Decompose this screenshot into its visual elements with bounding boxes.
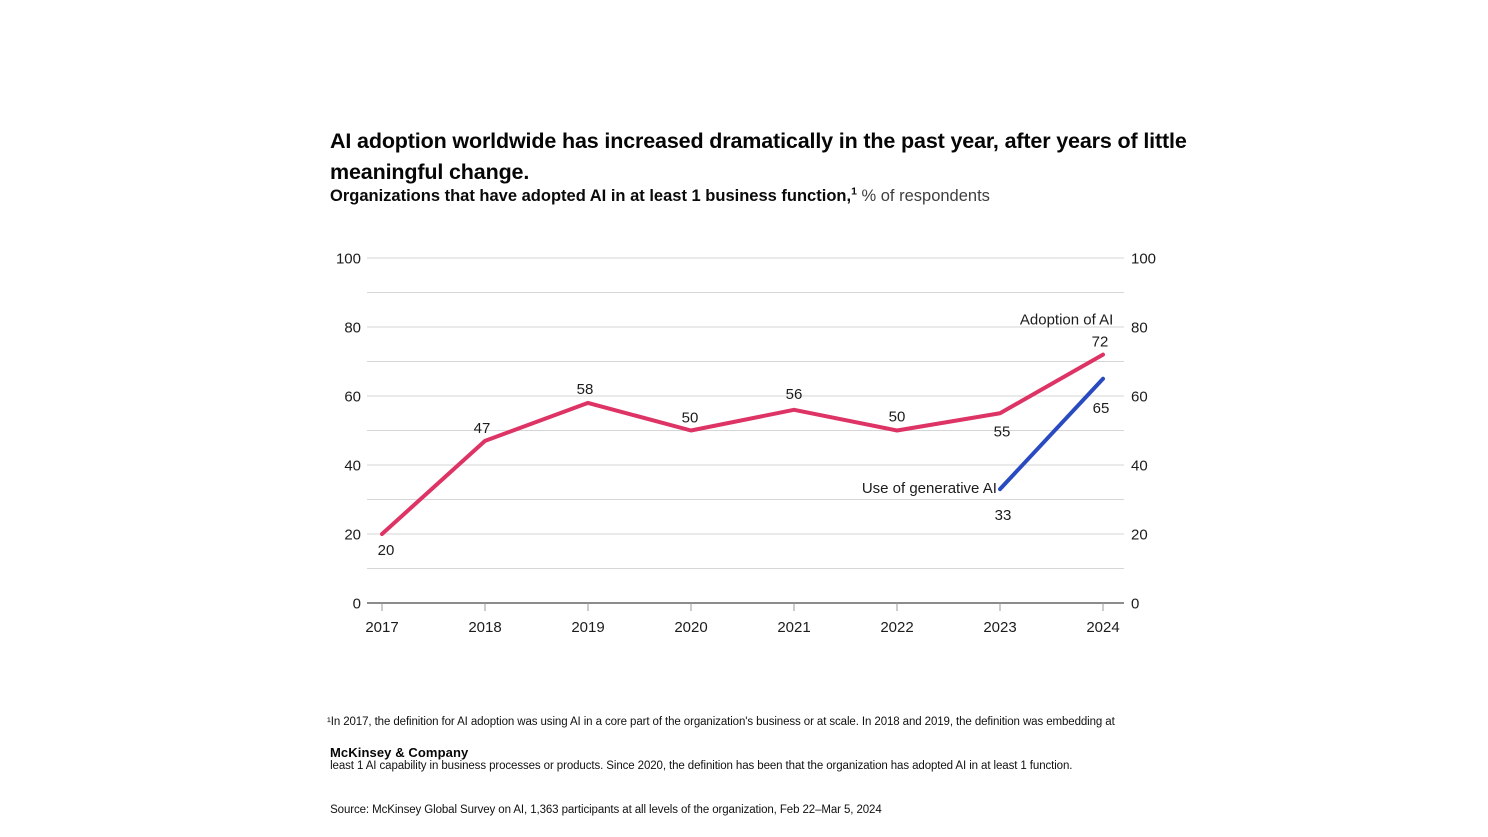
data-label-adoption-of-ai: 47 [474,420,491,437]
y-axis-label-right: 0 [1131,596,1139,613]
data-label-adoption-of-ai: 55 [994,423,1011,440]
x-axis-label: 2020 [674,619,707,636]
y-axis-label-left: 100 [336,251,361,268]
series-label-adoption-of-ai: Adoption of AI [1020,311,1113,328]
data-label-use-of-generative-ai: 33 [995,507,1012,524]
x-axis-label: 2018 [468,619,501,636]
data-label-adoption-of-ai: 56 [786,386,803,403]
series-line-use-of-generative-ai [998,376,1105,492]
y-axis-label-left: 40 [344,458,361,475]
x-axis-label: 2022 [880,619,913,636]
source-line: Source: McKinsey Global Survey on AI, 1,… [327,803,882,816]
y-axis-label-left: 0 [353,596,361,613]
footnote-marker: 1 [851,185,857,198]
y-axis-label-right: 80 [1131,320,1148,337]
y-axis-label-right: 40 [1131,458,1148,475]
page-title: AI adoption worldwide has increased dram… [330,129,1187,184]
data-label-use-of-generative-ai: 65 [1093,400,1110,417]
y-axis-label-left: 80 [344,320,361,337]
data-label-adoption-of-ai: 50 [682,410,699,427]
data-label-adoption-of-ai: 72 [1092,334,1109,351]
chart-subtitle: Organizations that have adopted AI in at… [330,186,990,207]
footnote-line-2: least 1 AI capability in business proces… [327,759,1073,772]
footnote-line-1: ¹In 2017, the definition for AI adoption… [327,716,1115,729]
mckinsey-company-logo: McKinsey & Company [330,745,469,760]
y-axis-label-right: 60 [1131,389,1148,406]
series-line-adoption-of-ai [380,352,1105,536]
data-label-adoption-of-ai: 50 [889,409,906,426]
y-axis-label-left: 60 [344,389,361,406]
y-axis-label-right: 20 [1131,527,1148,544]
data-label-adoption-of-ai: 20 [378,542,395,559]
y-axis-label-right: 100 [1131,251,1156,268]
series-label-use-of-generative-ai: Use of generative AI [862,480,997,497]
footnote: ¹In 2017, the definition for AI adoption… [327,686,1115,837]
x-axis-label: 2019 [571,619,604,636]
x-axis-label: 2023 [983,619,1016,636]
x-axis-label: 2017 [365,619,398,636]
chart-subtitle-bold: Organizations that have adopted AI in at… [330,187,852,205]
x-axis-label: 2021 [777,619,810,636]
x-axis-label: 2024 [1086,619,1119,636]
data-label-adoption-of-ai: 58 [577,381,594,398]
chart-subtitle-units: % of respondents [861,187,990,205]
chart-area: 2017 2018 2019 2020 2021 2022 2023 2024 0 0 20 20 40… [330,240,1175,640]
y-axis-label-left: 20 [344,527,361,544]
